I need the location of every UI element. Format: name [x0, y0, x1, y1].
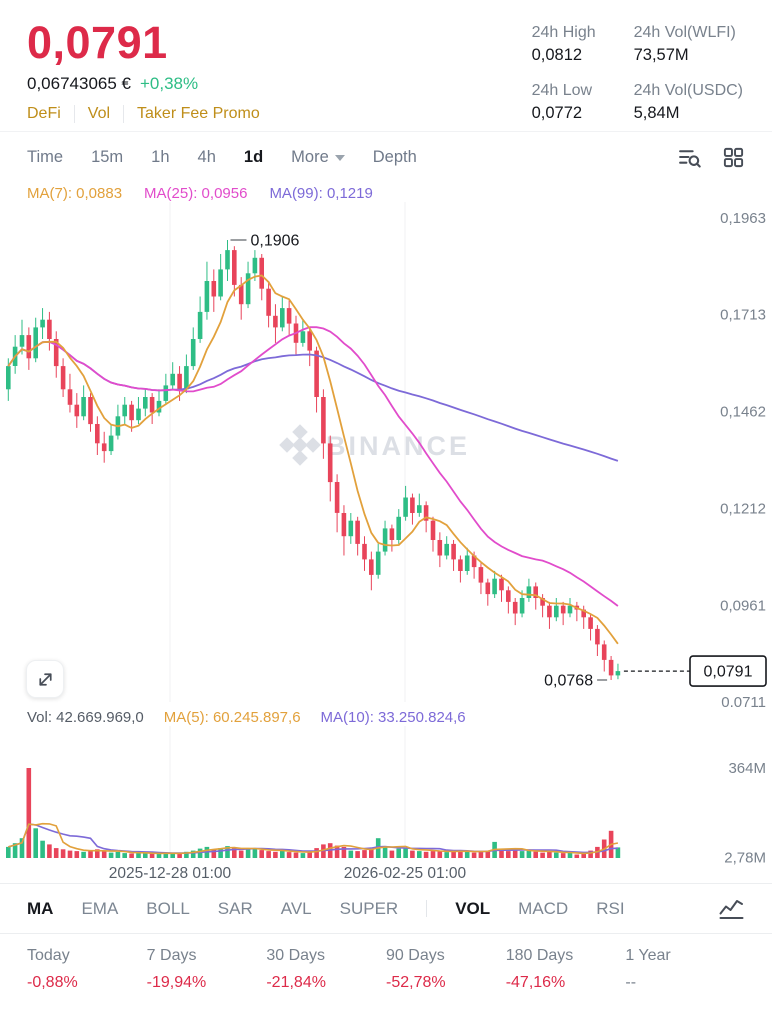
stat-24h-low: 24h Low 0,0772	[531, 81, 593, 122]
price-chart-area: BINANCE 0,1906 0,0768 0,1963 0,1713 0,1462 0,1…	[0, 202, 772, 707]
indicator-tab-vol[interactable]: VOL	[455, 898, 491, 918]
indicator-tab-ema[interactable]: EMA	[81, 898, 119, 918]
svg-text:2025-12-28 01:00: 2025-12-28 01:00	[109, 865, 232, 882]
indicator-settings-icon[interactable]	[677, 145, 702, 170]
svg-text:0,1963: 0,1963	[720, 210, 766, 227]
perf-7-days: 7 Days -19,94%	[146, 947, 207, 991]
vol-ma5-legend: MA(5): 60.245.897,6	[163, 709, 301, 726]
tag-taker-fee-promo[interactable]: Taker Fee Promo	[123, 105, 273, 123]
svg-text:0,1713: 0,1713	[720, 307, 766, 324]
ma7-legend: MA(7): 0,0883	[27, 185, 123, 202]
svg-text:0,1906: 0,1906	[251, 233, 300, 250]
svg-text:364M: 364M	[728, 760, 766, 777]
expand-chart-button[interactable]	[26, 660, 64, 698]
ma99-legend: MA(99): 0,1219	[269, 185, 373, 202]
ma-legend: MA(7): 0,0883 MA(25): 0,0956 MA(99): 0,1…	[0, 179, 772, 202]
volume-legend: Vol: 42.669.969,0 MA(5): 60.245.897,6 MA…	[0, 707, 772, 726]
svg-text:0,0711: 0,0711	[721, 694, 766, 707]
performance-row: Today -0,88% 7 Days -19,94% 30 Days -21,…	[0, 933, 772, 1012]
tab-more[interactable]: More	[291, 148, 345, 167]
price-change: +0,38%	[140, 74, 199, 93]
divider	[426, 900, 428, 917]
chevron-down-icon	[334, 154, 345, 161]
svg-text:0,1462: 0,1462	[720, 404, 766, 421]
indicator-tab-macd[interactable]: MACD	[518, 898, 569, 918]
price-block: 0,0791 0,06743065 € +0,38% DeFi Vol Taker…	[27, 20, 273, 123]
svg-text:2,78M: 2,78M	[724, 849, 766, 866]
expand-arrows-icon	[38, 672, 52, 686]
indicator-tab-ma[interactable]: MA	[27, 898, 54, 918]
grid-layout-icon[interactable]	[722, 146, 745, 169]
last-price: 0,0791	[27, 17, 168, 68]
indicator-tab-boll[interactable]: BOLL	[146, 898, 190, 918]
ticker-header: 0,0791 0,06743065 € +0,38% DeFi Vol Taker…	[0, 0, 772, 131]
tab-1h[interactable]: 1h	[151, 148, 170, 166]
ma25-legend: MA(25): 0,0956	[144, 185, 248, 202]
indicator-tab-avl[interactable]: AVL	[280, 898, 312, 918]
svg-text:0,0961: 0,0961	[720, 597, 766, 614]
perf-180-days: 180 Days -47,16%	[505, 947, 574, 991]
tab-15m[interactable]: 15m	[91, 148, 124, 166]
svg-text:2026-02-25 01:00: 2026-02-25 01:00	[344, 865, 467, 882]
perf-1-year: 1 Year --	[625, 947, 671, 991]
tab-4h[interactable]: 4h	[197, 148, 216, 166]
indicator-tabbar: MA EMA BOLL SAR AVL SUPER VOL MACD RSI	[0, 883, 772, 933]
perf-today: Today -0,88%	[27, 947, 78, 991]
vol-ma10-legend: MA(10): 33.250.824,6	[320, 709, 466, 726]
tab-1d[interactable]: 1d	[243, 148, 264, 166]
stat-24h-high: 24h High 0,0812	[531, 24, 596, 64]
candlestick-chart[interactable]: BINANCE 0,1906 0,0768 0,1963 0,1713 0,1462 0,1…	[0, 202, 772, 707]
chart-line-icon[interactable]	[718, 897, 745, 920]
tag-defi[interactable]: DeFi	[27, 105, 61, 122]
indicator-tab-super[interactable]: SUPER	[339, 898, 399, 918]
indicator-tab-sar[interactable]: SAR	[217, 898, 253, 918]
perf-30-days: 30 Days -21,84%	[266, 947, 326, 991]
stat-24h-vol-wlfi: 24h Vol(WLFI) 73,57M	[633, 24, 736, 64]
svg-text:0,0768: 0,0768	[544, 673, 593, 690]
svg-text:0,1212: 0,1212	[720, 500, 766, 517]
ticker-stats: 24h High 0,0812 24h Vol(WLFI) 73,57M 24h…	[532, 20, 743, 123]
stat-24h-vol-usdc: 24h Vol(USDC) 5,84M	[633, 81, 743, 122]
tag-row: DeFi Vol Taker Fee Promo	[27, 105, 273, 123]
tab-time[interactable]: Time	[27, 148, 64, 166]
volume-chart[interactable]: 364M 2,78M 2025-12-28 01:00 2026-02-25 01:0…	[0, 726, 772, 883]
svg-text:BINANCE: BINANCE	[326, 431, 470, 461]
tab-depth[interactable]: Depth	[372, 148, 417, 166]
vol-value: Vol: 42.669.969,0	[27, 709, 144, 726]
fiat-price: 0,06743065 €	[27, 74, 131, 93]
perf-90-days: 90 Days -52,78%	[386, 947, 446, 991]
tag-vol[interactable]: Vol	[73, 105, 123, 123]
indicator-tab-rsi[interactable]: RSI	[596, 898, 625, 918]
svg-text:0,0791: 0,0791	[704, 664, 753, 681]
timeframe-tabbar: Time 15m 1h 4h 1d More Depth	[0, 131, 772, 179]
